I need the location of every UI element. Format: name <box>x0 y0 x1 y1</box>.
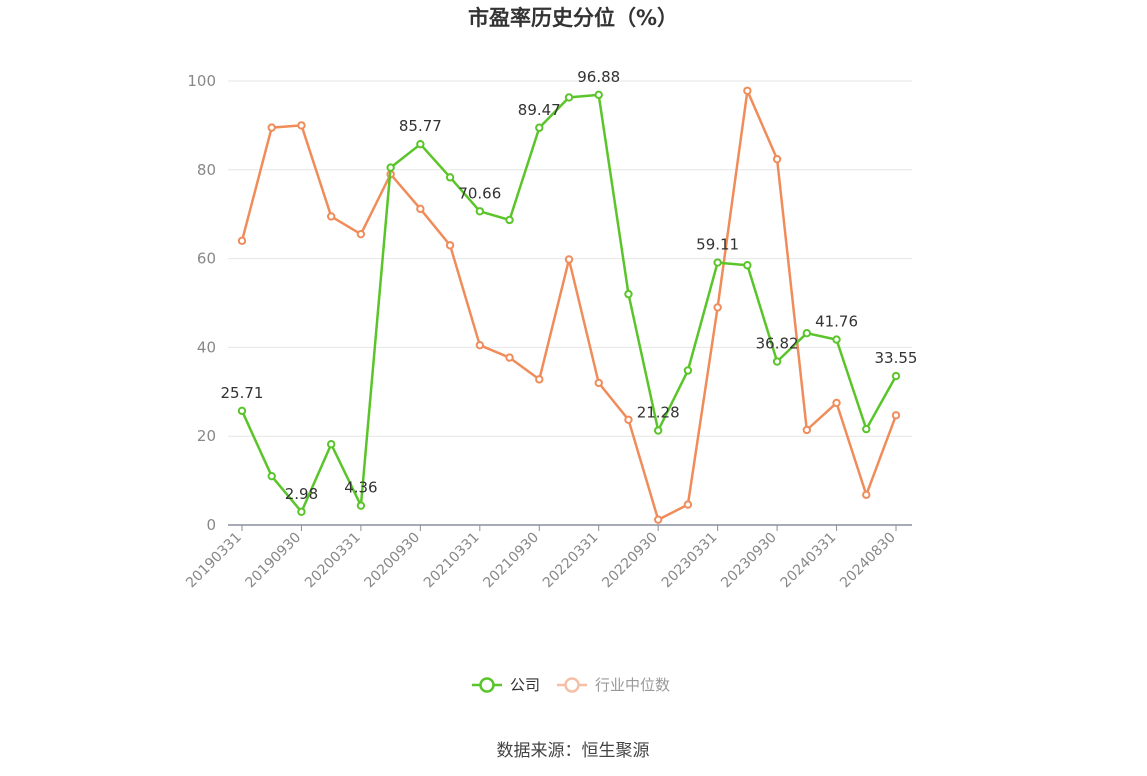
data-point[interactable] <box>624 289 633 299</box>
data-label: 70.66 <box>458 184 501 202</box>
x-tick-label: 20190331 <box>183 530 245 592</box>
x-tick-label: 20200930 <box>361 530 423 592</box>
data-point[interactable] <box>653 515 663 524</box>
legend-item-company[interactable]: 公司 <box>472 676 540 694</box>
data-point[interactable] <box>237 406 247 416</box>
data-label: 96.88 <box>577 68 620 86</box>
series-lines <box>237 86 901 524</box>
data-source-note: 数据来源：恒生聚源 <box>497 741 650 761</box>
x-tick-label: 20210331 <box>421 530 483 592</box>
data-point[interactable] <box>891 411 901 420</box>
legend-item-industry-median[interactable]: 行业中位数 <box>557 676 670 694</box>
legend-marker <box>479 677 495 693</box>
series-line <box>240 93 898 514</box>
y-tick-label: 40 <box>197 338 216 356</box>
legend-label: 行业中位数 <box>595 676 670 694</box>
y-tick-label: 100 <box>187 72 216 90</box>
data-point[interactable] <box>802 425 812 435</box>
y-axis: 0 20 40 60 80 100 <box>187 72 216 534</box>
data-label: 21.28 <box>637 404 680 422</box>
data-point[interactable] <box>356 501 366 510</box>
data-point[interactable] <box>683 500 693 509</box>
x-tick-label: 20240331 <box>778 530 840 592</box>
data-label: 25.71 <box>221 384 264 402</box>
x-tick-label: 20240830 <box>837 530 899 592</box>
data-point[interactable] <box>862 490 871 500</box>
data-point[interactable] <box>891 371 901 381</box>
data-point[interactable] <box>505 353 514 362</box>
data-label: 59.11 <box>696 236 739 254</box>
data-labels: 25.71 2.98 4.36 85.77 70.66 89.47 96.88 21.28 59… <box>221 68 918 503</box>
data-label: 89.47 <box>518 101 561 119</box>
data-point[interactable] <box>386 163 395 172</box>
data-point[interactable] <box>683 366 693 375</box>
series-industry-median <box>237 86 901 524</box>
data-point[interactable] <box>356 229 366 239</box>
data-point[interactable] <box>772 154 782 164</box>
data-point[interactable] <box>564 93 574 102</box>
data-point[interactable] <box>743 261 752 270</box>
data-label: 33.55 <box>875 349 918 367</box>
data-point[interactable] <box>594 378 603 388</box>
data-label: 4.36 <box>344 479 377 497</box>
y-tick-label: 20 <box>197 427 216 445</box>
y-tick-label: 0 <box>206 516 216 534</box>
data-point[interactable] <box>416 204 425 214</box>
data-point[interactable] <box>475 340 485 350</box>
data-point[interactable] <box>297 121 306 130</box>
data-point[interactable] <box>832 398 841 408</box>
data-point[interactable] <box>832 335 841 344</box>
data-point[interactable] <box>326 212 336 221</box>
data-point[interactable] <box>237 236 247 246</box>
data-point[interactable] <box>267 471 276 481</box>
data-point[interactable] <box>713 303 722 312</box>
x-tick-label: 20230930 <box>718 530 780 592</box>
data-label: 85.77 <box>399 117 442 135</box>
series-company <box>237 90 901 516</box>
data-point[interactable] <box>772 357 782 366</box>
data-point[interactable] <box>326 439 336 449</box>
data-point[interactable] <box>624 415 633 424</box>
x-axis: 2019033120190930202003312020093020210331… <box>183 524 912 592</box>
data-point[interactable] <box>535 123 544 132</box>
data-label: 2.98 <box>285 485 318 503</box>
series-line <box>240 89 898 521</box>
legend[interactable]: 公司 行业中位数 <box>472 676 670 694</box>
data-point[interactable] <box>416 139 425 149</box>
x-tick-label: 20230331 <box>659 530 721 592</box>
legend-label: 公司 <box>510 676 540 694</box>
data-point[interactable] <box>297 507 306 516</box>
data-point[interactable] <box>564 255 574 264</box>
y-tick-label: 80 <box>197 161 216 179</box>
data-point[interactable] <box>802 328 812 338</box>
data-point[interactable] <box>445 173 455 182</box>
data-label: 36.82 <box>756 335 799 353</box>
data-point[interactable] <box>594 90 603 100</box>
data-point[interactable] <box>862 424 871 434</box>
data-point[interactable] <box>653 426 663 435</box>
data-label: 41.76 <box>815 313 858 331</box>
data-point[interactable] <box>743 86 752 95</box>
chart-title: 市盈率历史分位（%） <box>468 6 678 30</box>
x-tick-label: 20210930 <box>480 530 542 592</box>
data-point[interactable] <box>445 241 455 250</box>
data-point[interactable] <box>475 207 485 216</box>
x-tick-label: 20220930 <box>599 530 661 592</box>
data-point[interactable] <box>267 123 276 132</box>
data-point[interactable] <box>713 258 722 267</box>
legend-marker <box>564 677 580 693</box>
x-tick-label: 20220331 <box>540 530 602 592</box>
data-point[interactable] <box>505 215 514 225</box>
x-tick-label: 20200331 <box>302 530 364 592</box>
y-tick-label: 60 <box>197 250 216 268</box>
x-tick-label: 20190930 <box>243 530 305 592</box>
data-point[interactable] <box>535 375 544 384</box>
